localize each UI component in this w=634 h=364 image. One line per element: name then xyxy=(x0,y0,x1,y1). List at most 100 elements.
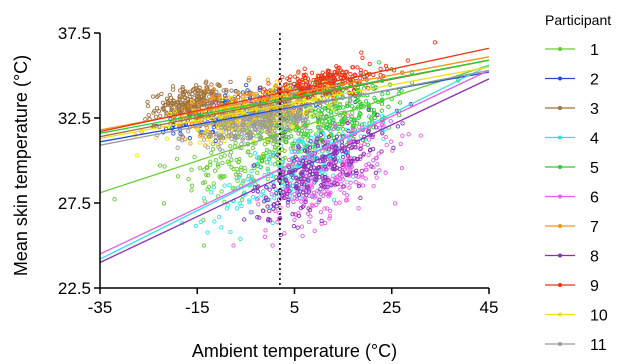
data-point xyxy=(153,114,159,120)
data-point xyxy=(306,206,311,211)
data-point xyxy=(351,127,356,133)
data-point xyxy=(262,154,267,159)
data-point xyxy=(321,181,326,187)
data-point xyxy=(301,72,306,78)
data-point xyxy=(270,220,275,226)
legend-label: 10 xyxy=(590,308,608,325)
data-point xyxy=(197,85,202,90)
data-point xyxy=(233,140,238,146)
data-point xyxy=(358,143,364,148)
data-point xyxy=(193,90,198,95)
data-point xyxy=(216,144,221,150)
data-point xyxy=(176,136,181,142)
data-point xyxy=(332,70,338,75)
data-point xyxy=(220,160,225,166)
data-point xyxy=(280,159,286,165)
data-point xyxy=(230,186,235,191)
data-point xyxy=(211,88,216,93)
data-point xyxy=(229,157,234,162)
data-point xyxy=(262,87,267,92)
data-point xyxy=(311,190,317,195)
data-point xyxy=(235,123,240,128)
legend-label: 9 xyxy=(590,278,599,295)
data-point xyxy=(291,223,297,229)
data-point xyxy=(112,197,117,202)
data-point xyxy=(235,170,240,175)
data-point xyxy=(379,108,384,113)
data-point xyxy=(235,119,240,124)
data-point xyxy=(297,161,302,166)
data-point xyxy=(258,125,263,130)
data-point xyxy=(296,118,301,123)
data-point xyxy=(247,131,253,136)
data-point xyxy=(252,121,257,126)
data-point xyxy=(368,147,373,152)
data-point xyxy=(245,177,250,182)
data-point xyxy=(324,113,329,119)
data-point xyxy=(302,66,307,71)
legend-item-8: 8 xyxy=(545,249,599,266)
data-point xyxy=(218,175,224,181)
data-point xyxy=(360,174,365,180)
data-point xyxy=(296,81,301,86)
data-point xyxy=(210,147,216,152)
data-point xyxy=(279,128,284,133)
data-point xyxy=(291,145,296,150)
data-point xyxy=(219,173,224,179)
data-point xyxy=(197,165,203,171)
data-point xyxy=(342,190,347,196)
data-point xyxy=(282,155,287,160)
legend-label: 11 xyxy=(590,337,607,354)
data-point xyxy=(201,99,206,105)
axes: -35 -15 5 25 45 22.5 27.5 32.5 37.5 Ambient tempe… xyxy=(11,24,498,361)
data-point xyxy=(309,202,315,207)
data-point xyxy=(187,103,192,108)
data-point xyxy=(304,149,310,154)
data-point xyxy=(295,196,300,201)
data-point xyxy=(224,89,229,94)
data-point xyxy=(263,228,268,233)
data-point xyxy=(215,162,221,167)
data-point xyxy=(340,143,345,148)
data-point xyxy=(232,134,238,139)
data-point xyxy=(268,218,273,223)
data-point xyxy=(311,77,316,83)
data-point xyxy=(240,180,245,185)
data-point xyxy=(371,108,377,113)
data-point xyxy=(385,90,390,96)
data-point xyxy=(161,201,167,206)
data-point xyxy=(226,161,232,166)
y-axis-title: Mean skin temperature (°C) xyxy=(11,55,31,276)
data-point xyxy=(213,157,219,163)
y-tick-label: 37.5 xyxy=(58,24,91,43)
data-point xyxy=(360,55,365,60)
data-point xyxy=(265,204,270,209)
data-point xyxy=(334,109,339,115)
data-point xyxy=(180,106,186,111)
data-point xyxy=(344,162,349,168)
data-point xyxy=(358,134,364,139)
data-point xyxy=(272,195,277,201)
data-point xyxy=(168,95,174,100)
data-point xyxy=(170,100,175,106)
data-point xyxy=(303,109,309,114)
data-point xyxy=(285,121,290,126)
legend-marker xyxy=(558,76,562,81)
data-point xyxy=(234,175,239,180)
data-point xyxy=(284,134,289,139)
data-point xyxy=(289,149,294,154)
data-point xyxy=(341,105,346,110)
legend-marker xyxy=(558,135,562,140)
data-point xyxy=(265,197,270,202)
data-point xyxy=(322,206,327,211)
data-point xyxy=(320,158,326,163)
data-point xyxy=(187,136,192,141)
data-point xyxy=(146,113,151,118)
data-point xyxy=(196,101,201,106)
data-point xyxy=(318,187,323,192)
data-point xyxy=(310,113,315,118)
data-point xyxy=(374,175,379,180)
data-point xyxy=(196,93,201,98)
data-point xyxy=(286,135,291,140)
fit-line-8 xyxy=(100,78,490,264)
